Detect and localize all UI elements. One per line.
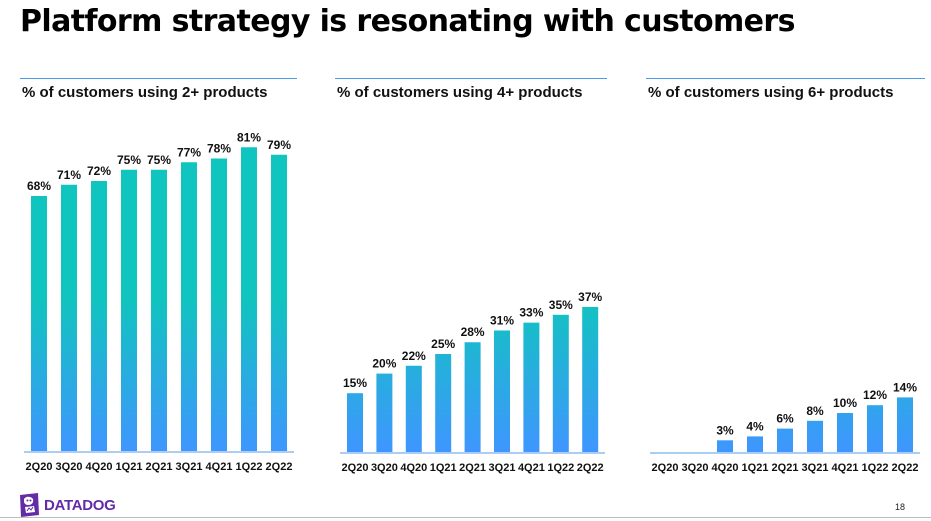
bar-1q22 (552, 314, 569, 452)
value-label: 28% (461, 325, 485, 339)
panel-1-rule (20, 78, 297, 79)
bar-2q21 (777, 428, 793, 452)
bar-1q21 (121, 169, 137, 451)
value-label: 22% (402, 349, 426, 363)
tick-label-2q22: 2Q22 (266, 461, 293, 473)
bar-4q21 (211, 158, 227, 451)
tick-label-4q21: 4Q21 (518, 462, 545, 474)
value-label: 37% (578, 290, 602, 304)
value-label: 68% (27, 179, 51, 193)
tick-label-1q21: 1Q21 (116, 461, 143, 473)
tick-label-3q21: 3Q21 (802, 462, 829, 474)
tick-label-4q20: 4Q20 (400, 462, 427, 474)
value-label: 25% (431, 337, 455, 351)
bar-4q20 (405, 365, 422, 452)
bar-2q22 (897, 397, 913, 452)
panel-1-title: % of customers using 2+ products (22, 84, 268, 101)
chart-2: 15% 2Q20 20% 3Q20 22% 4Q20 25% 1Q21 28% 2Q21 31% 3Q… (340, 290, 605, 474)
value-label: 14% (893, 380, 917, 394)
tick-label-1q21: 1Q21 (430, 462, 457, 474)
value-label: 72% (87, 164, 111, 178)
tick-label-1q22: 1Q22 (862, 462, 889, 474)
bar-2q20 (31, 196, 47, 451)
value-label: 33% (519, 306, 543, 320)
tick-label-3q20: 3Q20 (682, 462, 709, 474)
tick-label-2q22: 2Q22 (892, 462, 919, 474)
bar-4q21 (837, 413, 853, 452)
panel-3-rule (646, 78, 925, 79)
footer-rule (0, 517, 931, 518)
tick-label-2q20: 2Q20 (342, 462, 369, 474)
bar-2q22 (582, 306, 599, 452)
datadog-dog-icon (20, 493, 39, 517)
slide-title: Platform strategy is resonating with cus… (20, 4, 795, 39)
panel-2-rule (335, 78, 607, 79)
value-label: 15% (343, 376, 367, 390)
bar-4q20 (717, 440, 733, 452)
value-label: 3% (716, 423, 734, 437)
value-label: 31% (490, 313, 514, 327)
bar-1q21 (747, 436, 763, 452)
bar-4q21 (523, 322, 540, 452)
tick-label-2q20: 2Q20 (26, 461, 53, 473)
value-label: 10% (833, 396, 857, 410)
bar-1q22 (241, 147, 257, 451)
bar-2q21 (151, 169, 167, 451)
tick-label-3q20: 3Q20 (371, 462, 398, 474)
bar-1q22 (867, 405, 883, 452)
value-label: 79% (267, 138, 291, 152)
tick-label-4q21: 4Q21 (832, 462, 859, 474)
bar-3q21 (494, 330, 510, 452)
tick-label-1q21: 1Q21 (742, 462, 769, 474)
bar-3q21 (181, 162, 197, 451)
bar-2q22 (271, 154, 287, 451)
tick-label-3q20: 3Q20 (56, 461, 83, 473)
value-label: 6% (776, 412, 794, 426)
bar-3q21 (807, 420, 823, 452)
value-label: 75% (147, 153, 171, 167)
tick-label-2q22: 2Q22 (577, 462, 604, 474)
bar-4q20 (91, 181, 107, 451)
value-label: 35% (549, 298, 573, 312)
tick-label-2q20: 2Q20 (652, 462, 679, 474)
tick-label-2q21: 2Q21 (146, 461, 173, 473)
bar-2q20 (347, 393, 363, 452)
bar-3q20 (61, 184, 77, 451)
tick-label-1q22: 1Q22 (236, 461, 263, 473)
datadog-logo: DATADOG (18, 493, 116, 517)
chart-3: 2Q20 3Q203%4Q204%1Q216%2Q218%3Q2110%4Q211… (650, 380, 920, 474)
bar-2q21 (464, 342, 481, 452)
value-label: 20% (372, 357, 396, 371)
tick-label-3q21: 3Q21 (176, 461, 203, 473)
value-label: 77% (177, 145, 201, 159)
panel-3-title: % of customers using 6+ products (648, 84, 894, 101)
value-label: 12% (863, 388, 887, 402)
tick-label-2q21: 2Q21 (459, 462, 486, 474)
tick-label-4q20: 4Q20 (712, 462, 739, 474)
logo-text: DATADOG (44, 496, 116, 514)
value-label: 81% (237, 130, 261, 144)
tick-label-3q21: 3Q21 (489, 462, 516, 474)
panel-2-title: % of customers using 4+ products (337, 84, 583, 101)
bar-1q21 (435, 354, 452, 452)
bar-3q20 (376, 373, 393, 452)
tick-label-4q20: 4Q20 (86, 461, 113, 473)
page-number: 18 (895, 502, 906, 512)
value-label: 4% (746, 419, 764, 433)
tick-label-4q21: 4Q21 (206, 461, 233, 473)
chart-1: 68% 2Q20 71% 3Q20 72% 4Q20 75% 1Q21 75% 2Q21 77% 3Q… (24, 130, 294, 473)
tick-label-1q22: 1Q22 (547, 462, 574, 474)
value-label: 78% (207, 142, 231, 156)
tick-label-2q21: 2Q21 (772, 462, 799, 474)
value-label: 8% (806, 404, 824, 418)
value-label: 75% (117, 153, 141, 167)
value-label: 71% (57, 168, 81, 182)
